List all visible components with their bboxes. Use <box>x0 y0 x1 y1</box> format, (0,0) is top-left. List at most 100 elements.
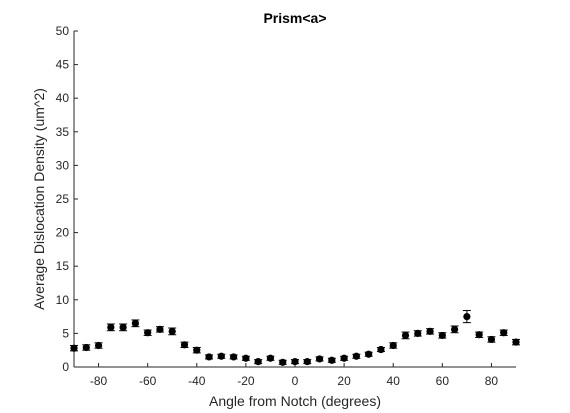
marker <box>451 325 459 333</box>
marker <box>193 346 201 354</box>
data-series <box>70 310 520 366</box>
plot-background <box>74 31 516 367</box>
marker <box>168 327 176 335</box>
marker <box>131 319 139 327</box>
x-tick-label: -40 <box>188 374 206 388</box>
data-point <box>70 344 78 352</box>
data-point <box>217 352 226 360</box>
data-point <box>266 354 275 362</box>
x-axis: -80 -60 -40 -20 0 20 40 60 80 <box>90 363 499 388</box>
data-point <box>315 355 324 363</box>
y-tick-label: 15 <box>56 259 70 273</box>
marker <box>266 354 275 362</box>
marker <box>340 354 348 362</box>
data-point <box>192 346 201 354</box>
marker <box>377 345 385 354</box>
data-point <box>143 329 152 337</box>
marker <box>401 331 410 340</box>
y-tick-label: 45 <box>56 58 70 72</box>
data-point <box>426 327 435 335</box>
y-tick-label: 5 <box>62 326 69 340</box>
data-point <box>376 345 385 354</box>
marker <box>107 323 115 331</box>
marker <box>279 358 287 366</box>
data-point <box>364 350 373 358</box>
data-point <box>340 354 349 362</box>
marker <box>500 329 508 337</box>
data-point <box>94 341 103 350</box>
marker <box>328 356 336 364</box>
data-point <box>487 335 496 344</box>
y-tick-label: 20 <box>56 226 70 240</box>
y-axis: 0 5 10 15 20 25 30 35 40 45 50 <box>56 24 78 374</box>
x-tick-label: 80 <box>485 374 499 388</box>
data-point <box>229 353 238 361</box>
y-tick-label: 40 <box>56 91 70 105</box>
x-tick-label: -80 <box>90 374 108 388</box>
data-point <box>119 323 128 332</box>
x-tick-label: 40 <box>387 374 401 388</box>
chart-title: Prism<a> <box>263 10 326 26</box>
data-point <box>205 353 214 361</box>
marker <box>254 358 262 366</box>
marker <box>389 341 397 350</box>
y-tick-label: 35 <box>56 125 70 139</box>
marker <box>487 335 496 344</box>
data-point <box>180 341 189 349</box>
data-point <box>155 325 164 333</box>
data-point <box>278 358 287 366</box>
marker <box>463 313 471 321</box>
marker <box>303 358 311 366</box>
x-tick-label: 20 <box>337 374 351 388</box>
data-point <box>389 341 398 350</box>
marker <box>94 341 103 350</box>
marker <box>315 355 324 363</box>
data-point <box>450 325 459 334</box>
data-point <box>462 310 471 324</box>
marker <box>217 352 225 360</box>
x-tick-label: -20 <box>237 374 255 388</box>
marker <box>82 343 90 352</box>
y-tick-label: 10 <box>56 293 70 307</box>
data-point <box>82 343 91 352</box>
data-point <box>327 356 336 364</box>
data-point <box>303 358 312 366</box>
data-point <box>106 323 115 332</box>
data-point <box>438 331 447 340</box>
marker <box>144 329 152 337</box>
data-point <box>401 331 410 340</box>
marker <box>156 325 164 333</box>
data-point <box>131 319 140 328</box>
data-point <box>512 338 520 346</box>
marker <box>475 331 483 339</box>
x-tick-label: -60 <box>139 374 157 388</box>
data-point <box>168 327 177 336</box>
y-tick-label: 25 <box>56 192 70 206</box>
y-tick-label: 30 <box>56 158 70 172</box>
marker <box>205 353 213 361</box>
marker <box>119 323 127 331</box>
data-point <box>413 329 422 337</box>
marker <box>438 331 446 340</box>
marker <box>512 338 520 346</box>
x-tick-label: 60 <box>436 374 450 388</box>
y-tick-label: 0 <box>62 360 69 374</box>
marker <box>291 358 299 366</box>
marker <box>230 353 238 361</box>
marker <box>365 350 373 358</box>
marker <box>180 341 189 349</box>
y-axis-label: Average Dislocation Density (um^2) <box>31 88 47 310</box>
data-point <box>499 329 508 337</box>
data-point <box>475 331 484 339</box>
data-point <box>241 354 250 362</box>
marker <box>242 354 250 362</box>
marker <box>352 352 360 360</box>
data-point <box>352 352 361 360</box>
y-tick-label: 50 <box>56 24 70 38</box>
marker <box>70 344 78 352</box>
x-axis-label: Angle from Notch (degrees) <box>209 393 381 409</box>
x-tick-label: 0 <box>292 374 299 388</box>
marker <box>426 327 434 335</box>
data-point <box>254 358 263 366</box>
